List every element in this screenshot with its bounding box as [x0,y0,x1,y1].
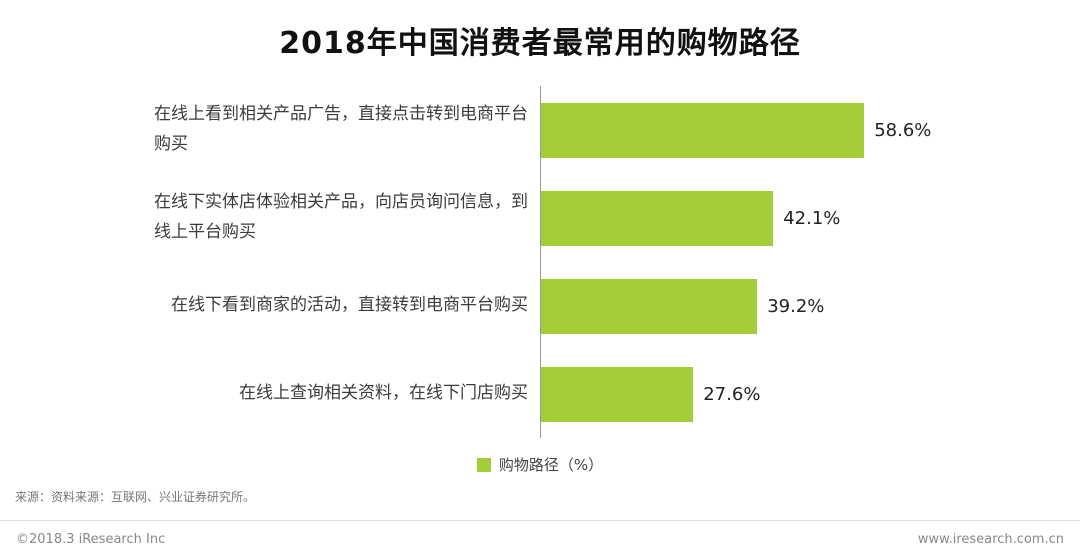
footer-bar: ©2018.3 iResearch Inc www.iresearch.com.… [0,520,1080,557]
chart-row: 在线上查询相关资料，在线下门店购买 27.6% [15,350,1065,438]
bar [541,102,865,158]
bar [541,366,694,422]
plot-cell: 42.1% [540,174,1065,262]
plot-cell: 58.6% [540,86,1065,174]
category-label: 在线下看到商家的活动，直接转到电商平台购买 [171,295,528,316]
website-text: www.iresearch.com.cn [917,531,1064,547]
category-label-cell: 在线上查询相关资料，在线下门店购买 [15,350,540,438]
value-label: 27.6% [703,383,761,405]
value-label: 39.2% [767,295,825,317]
source-note: 来源：资料来源：互联网、兴业证券研究所。 [15,490,256,504]
value-label: 58.6% [874,119,932,141]
infographic-page: 2018年中国消费者最常用的购物路径 在线上看到相关产品广告，直接点击转到电商平… [0,26,1080,547]
bar [541,278,758,334]
chart-rows: 在线上看到相关产品广告，直接点击转到电商平台 购买 58.6% 在线下实体店体验相关… [15,86,1065,438]
category-label-cell: 在线下实体店体验相关产品，向店员询问信息，到 线上平台购买 [15,174,540,262]
chart-title: 2018年中国消费者最常用的购物路径 [279,26,801,61]
bar-chart: 在线上看到相关产品广告，直接点击转到电商平台 购买 58.6% 在线下实体店体验相关… [0,86,1080,438]
legend-label: 购物路径（%） [498,456,604,474]
category-label: 在线下实体店体验相关产品，向店员询问信息，到 线上平台购买 [154,192,528,242]
legend-swatch-icon [476,457,491,472]
plot-cell: 39.2% [540,262,1065,350]
bar [541,190,774,246]
chart-row: 在线上看到相关产品广告，直接点击转到电商平台 购买 58.6% [15,86,1065,174]
copyright-text: ©2018.3 iResearch Inc [16,531,166,547]
category-label: 在线上查询相关资料，在线下门店购买 [239,383,528,404]
value-label: 42.1% [783,207,841,229]
chart-row: 在线下实体店体验相关产品，向店员询问信息，到 线上平台购买 42.1% [15,174,1065,262]
category-label-cell: 在线下看到商家的活动，直接转到电商平台购买 [15,262,540,350]
plot-cell: 27.6% [540,350,1065,438]
chart-legend: 购物路径（%） [0,454,1080,475]
chart-row: 在线下看到商家的活动，直接转到电商平台购买 39.2% [15,262,1065,350]
category-label-cell: 在线上看到相关产品广告，直接点击转到电商平台 购买 [15,86,540,174]
category-label: 在线上看到相关产品广告，直接点击转到电商平台 购买 [154,104,528,154]
